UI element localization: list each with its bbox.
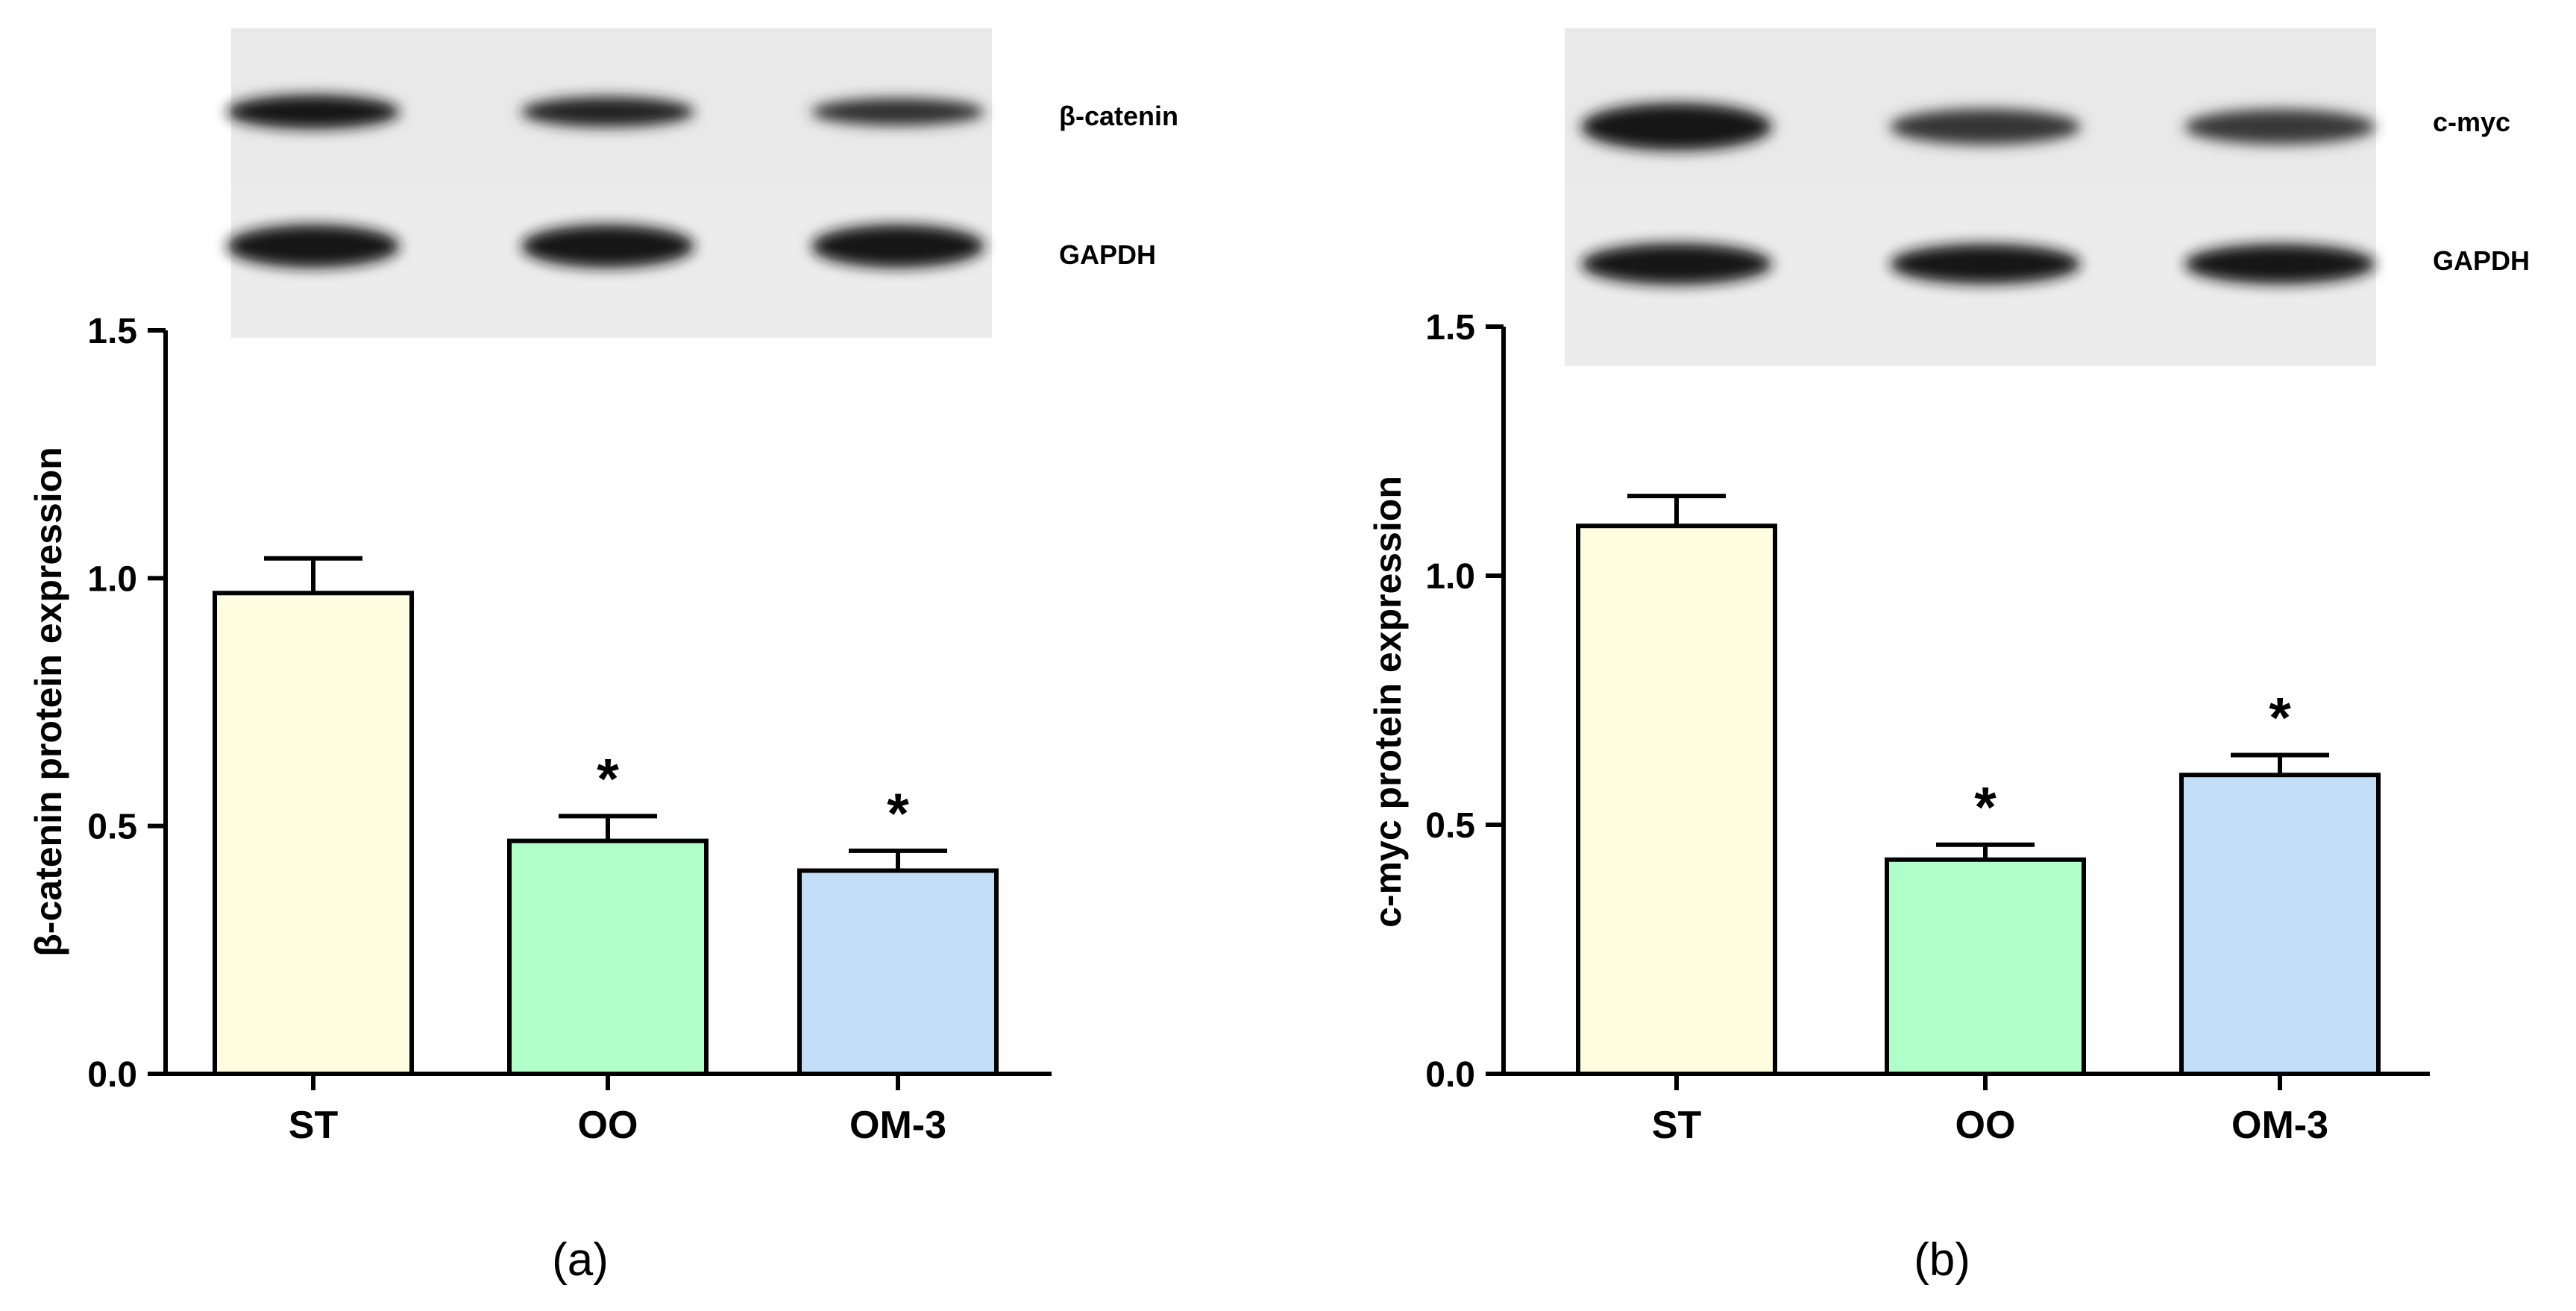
- blot-band-b-r0-om-3: [2184, 109, 2375, 145]
- plot-a: * * 0.0 0.5 1.0 1.5 ST OO OM-3 β-catenin prote…: [28, 312, 1052, 1147]
- blot-band-a-r0-om-3: [811, 98, 984, 126]
- blot-b-label-1: c-myc: [2433, 107, 2510, 137]
- y-tick-label-1.0-a: 1.0: [87, 559, 137, 599]
- y-tick-label-1.0-b: 1.0: [1425, 557, 1475, 597]
- blot-b-label-2: GAPDH: [2433, 245, 2530, 276]
- blot-band-b-r1-om-3: [2184, 244, 2375, 284]
- y-tick-label-0.0-a: 0.0: [87, 1055, 137, 1095]
- y-tick-label-0.0-b: 0.0: [1425, 1055, 1475, 1095]
- blot-band-b-r1-st: [1581, 243, 1772, 285]
- y-tick-label-1.5-b: 1.5: [1425, 308, 1475, 348]
- blot-band-b-r1-oo: [1890, 244, 2081, 284]
- bar-om-3-a: [797, 868, 999, 1077]
- significance-star-oo-a: *: [597, 747, 619, 811]
- significance-star-om-3-a: *: [887, 782, 909, 846]
- y-tick-label-0.5-a: 0.5: [87, 808, 137, 847]
- panel-a: β-catenin GAPDH * * 0.0 0.5 1.0 1.5 ST OO OM-3…: [28, 28, 1178, 1286]
- y-tick-label-1.5-a: 1.5: [87, 312, 137, 351]
- plot-b: * * 0.0 0.5 1.0 1.5 ST OO OM-3 c-myc protein e…: [1367, 308, 2430, 1147]
- bar-st-a: [213, 591, 414, 1076]
- blot-band-a-r0-oo: [521, 96, 694, 128]
- y-axis-label-b: c-myc protein expression: [1367, 476, 1409, 928]
- x-tick-label-oo-a: OO: [578, 1104, 638, 1147]
- x-tick-label-om-3-a: OM-3: [849, 1104, 946, 1147]
- blot-b: c-myc GAPDH: [1565, 28, 2530, 366]
- blot-band-a-r0-st: [227, 95, 400, 129]
- blot-band-a-r1-oo: [521, 224, 694, 268]
- blot-band-b-r0-st: [1581, 103, 1772, 151]
- panel-b: c-myc GAPDH * * 0.0 0.5 1.0 1.5 ST OO OM-3 c-m…: [1367, 28, 2530, 1286]
- x-tick-label-st-a: ST: [289, 1104, 339, 1147]
- bar-oo-b: [1885, 857, 2086, 1076]
- panel-label-b: (b): [1914, 1234, 1970, 1286]
- x-tick-label-oo-b: OO: [1955, 1104, 2016, 1147]
- bar-om-3-b: [2179, 773, 2381, 1076]
- y-axis-label-a: β-catenin protein expression: [28, 447, 69, 956]
- blot-band-a-r1-om-3: [811, 224, 984, 268]
- blot-a-label-1: β-catenin: [1059, 101, 1178, 131]
- y-tick-label-0.5-b: 0.5: [1425, 806, 1475, 846]
- x-tick-label-om-3-b: OM-3: [2231, 1104, 2328, 1147]
- significance-star-oo-b: *: [1974, 776, 1997, 840]
- significance-star-om-3-b: *: [2269, 686, 2291, 749]
- blot-band-a-r1-st: [227, 224, 400, 268]
- bar-st-b: [1576, 524, 1777, 1076]
- x-tick-label-st-b: ST: [1652, 1104, 1702, 1147]
- blot-a: β-catenin GAPDH: [227, 28, 1178, 338]
- bar-oo-a: [507, 838, 709, 1077]
- blot-a-label-2: GAPDH: [1059, 239, 1156, 270]
- panel-label-a: (a): [552, 1234, 609, 1286]
- blot-band-b-r0-oo: [1890, 108, 2081, 145]
